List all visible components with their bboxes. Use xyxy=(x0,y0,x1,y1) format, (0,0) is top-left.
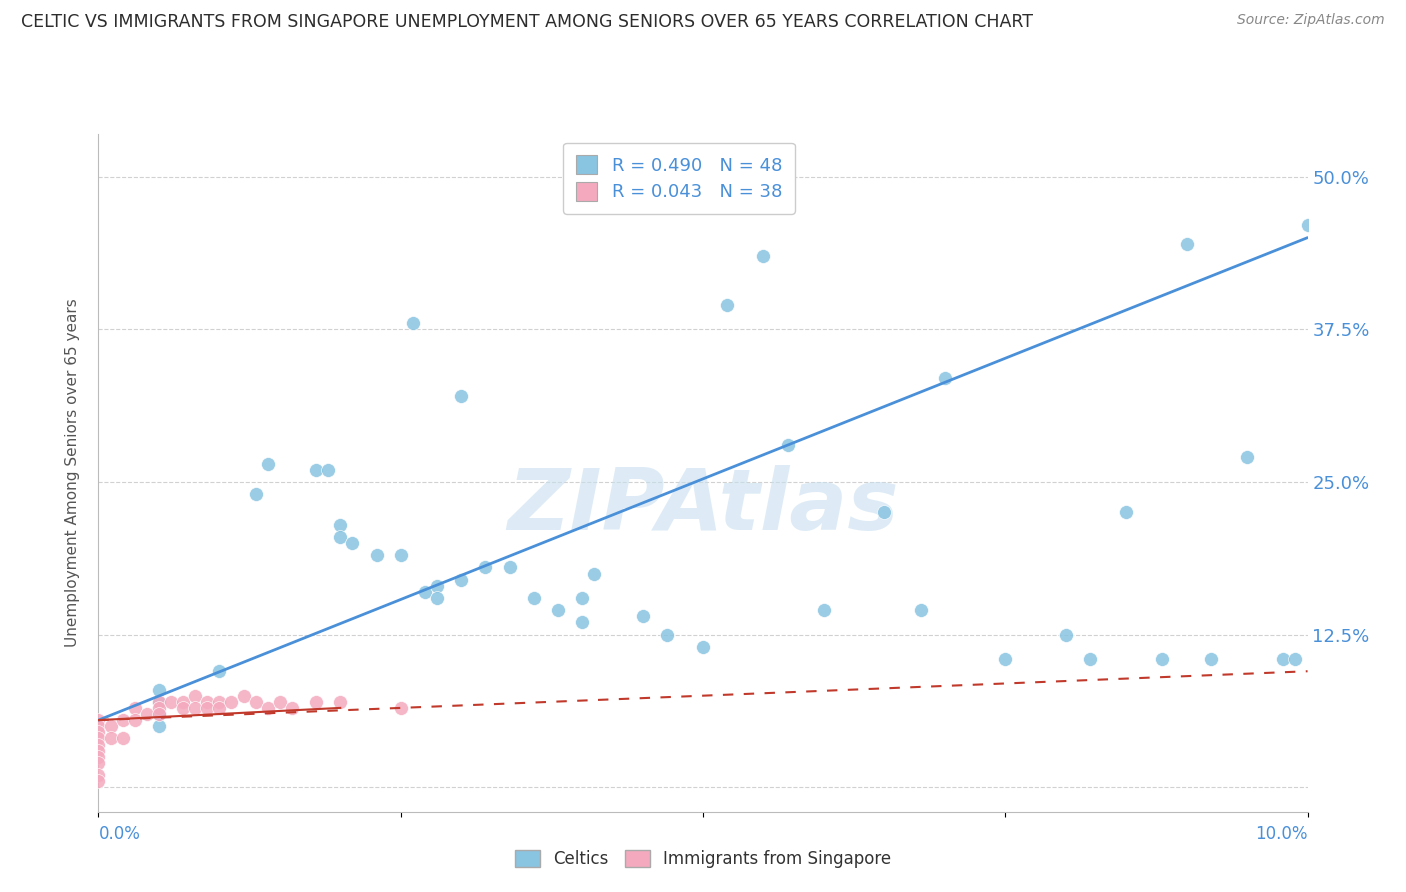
Point xyxy=(329,517,352,532)
Point xyxy=(523,591,546,605)
Point xyxy=(413,585,436,599)
Point xyxy=(752,249,775,263)
Point xyxy=(100,731,122,746)
Point xyxy=(934,371,956,385)
Point xyxy=(124,701,146,715)
Point xyxy=(655,627,678,641)
Point xyxy=(342,536,364,550)
Point xyxy=(111,731,134,746)
Point xyxy=(124,713,146,727)
Point xyxy=(498,560,520,574)
Point xyxy=(316,463,339,477)
Point xyxy=(135,706,157,721)
Text: ZIPAtlas: ZIPAtlas xyxy=(508,465,898,549)
Text: 10.0%: 10.0% xyxy=(1256,825,1308,843)
Point xyxy=(148,695,170,709)
Point xyxy=(208,665,231,679)
Point xyxy=(389,548,412,562)
Point xyxy=(87,768,110,782)
Point xyxy=(305,695,328,709)
Point xyxy=(1272,652,1295,666)
Point xyxy=(245,487,267,501)
Point xyxy=(87,731,110,746)
Point xyxy=(195,695,218,709)
Point xyxy=(269,695,291,709)
Point xyxy=(87,725,110,739)
Point xyxy=(583,566,606,581)
Point xyxy=(873,506,896,520)
Point xyxy=(1054,627,1077,641)
Point xyxy=(172,701,194,715)
Point xyxy=(148,682,170,697)
Point xyxy=(232,689,254,703)
Point xyxy=(87,744,110,758)
Point xyxy=(474,560,496,574)
Point xyxy=(221,695,243,709)
Point xyxy=(111,713,134,727)
Point xyxy=(160,695,183,709)
Text: 0.0%: 0.0% xyxy=(98,825,141,843)
Point xyxy=(245,695,267,709)
Point xyxy=(148,706,170,721)
Point xyxy=(172,695,194,709)
Point xyxy=(994,652,1017,666)
Point xyxy=(910,603,932,617)
Point xyxy=(776,438,799,452)
Point xyxy=(547,603,569,617)
Point xyxy=(1115,506,1137,520)
Point xyxy=(571,591,593,605)
Point xyxy=(1199,652,1222,666)
Point xyxy=(256,701,278,715)
Point xyxy=(329,530,352,544)
Point xyxy=(1296,219,1319,233)
Point xyxy=(813,603,835,617)
Point xyxy=(184,689,207,703)
Y-axis label: Unemployment Among Seniors over 65 years: Unemployment Among Seniors over 65 years xyxy=(65,299,80,647)
Point xyxy=(450,389,472,403)
Point xyxy=(389,701,412,715)
Point xyxy=(1236,450,1258,465)
Point xyxy=(87,749,110,764)
Point xyxy=(148,701,170,715)
Point xyxy=(366,548,388,562)
Point xyxy=(87,719,110,733)
Point xyxy=(426,591,449,605)
Point xyxy=(87,738,110,752)
Point xyxy=(195,701,218,715)
Point xyxy=(305,463,328,477)
Point xyxy=(571,615,593,630)
Point xyxy=(1078,652,1101,666)
Text: Source: ZipAtlas.com: Source: ZipAtlas.com xyxy=(1237,13,1385,28)
Point xyxy=(329,695,352,709)
Point xyxy=(184,701,207,715)
Point xyxy=(148,719,170,733)
Point xyxy=(1175,236,1198,251)
Point xyxy=(450,573,472,587)
Point xyxy=(148,695,170,709)
Legend: Celtics, Immigrants from Singapore: Celtics, Immigrants from Singapore xyxy=(508,843,898,875)
Point xyxy=(87,756,110,770)
Legend: R = 0.490   N = 48, R = 0.043   N = 38: R = 0.490 N = 48, R = 0.043 N = 38 xyxy=(562,143,794,214)
Point xyxy=(100,719,122,733)
Point xyxy=(716,298,738,312)
Point xyxy=(87,774,110,789)
Point xyxy=(208,701,231,715)
Point xyxy=(256,457,278,471)
Text: CELTIC VS IMMIGRANTS FROM SINGAPORE UNEMPLOYMENT AMONG SENIORS OVER 65 YEARS COR: CELTIC VS IMMIGRANTS FROM SINGAPORE UNEM… xyxy=(21,13,1033,31)
Point xyxy=(692,640,714,654)
Point xyxy=(1152,652,1174,666)
Point xyxy=(426,579,449,593)
Point xyxy=(631,609,654,624)
Point xyxy=(87,713,110,727)
Point xyxy=(281,701,304,715)
Point xyxy=(208,695,231,709)
Point xyxy=(1284,652,1306,666)
Point xyxy=(148,706,170,721)
Point xyxy=(402,316,425,330)
